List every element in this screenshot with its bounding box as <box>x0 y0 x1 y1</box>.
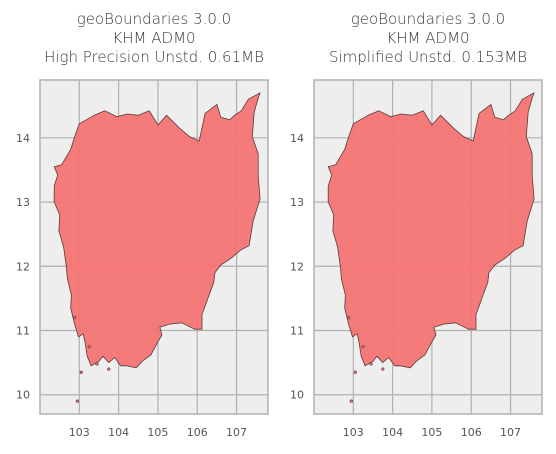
y-tick-label: 13 <box>16 196 30 209</box>
panel-title-high-precision: geoBoundaries 3.0.0 KHM ADM0 High Precis… <box>4 10 304 67</box>
x-tick-label: 105 <box>421 426 442 439</box>
y-tick-label: 14 <box>16 132 30 145</box>
island-marker <box>107 367 111 371</box>
country-polygon-khm <box>327 92 535 369</box>
x-tick-label: 105 <box>147 426 168 439</box>
title-line: geoBoundaries 3.0.0 <box>76 10 232 28</box>
island-marker <box>79 370 83 374</box>
title-line: KHM ADM0 <box>112 29 196 47</box>
title-line: geoBoundaries 3.0.0 <box>350 10 506 28</box>
island-marker <box>75 399 79 403</box>
x-tick-label: 106 <box>187 426 208 439</box>
plot-frame <box>39 79 269 415</box>
island-marker <box>95 362 99 366</box>
x-tick-label: 103 <box>343 426 364 439</box>
island-marker <box>349 399 353 403</box>
x-tick-label: 107 <box>500 426 521 439</box>
title-line: KHM ADM0 <box>386 29 470 47</box>
y-tick-label: 12 <box>16 260 30 273</box>
y-tick-label: 12 <box>290 260 304 273</box>
title-line: High Precision Unstd. 0.61MB <box>44 48 264 66</box>
y-tick-label: 14 <box>290 132 304 145</box>
country-polygon-khm <box>53 92 261 369</box>
y-tick-label: 10 <box>290 389 304 402</box>
x-tick-label: 104 <box>108 426 129 439</box>
map-panel-1: 103 104 105 106 107 14 13 12 11 10 <box>290 79 543 439</box>
title-line: Simplified Unstd. 0.153MB <box>328 48 528 66</box>
island-marker <box>72 316 77 320</box>
x-tick-label: 103 <box>69 426 90 439</box>
plot-frame <box>313 79 543 415</box>
y-tick-label: 11 <box>290 325 304 338</box>
island-marker <box>346 316 351 320</box>
y-tick-label: 11 <box>16 325 30 338</box>
island-marker <box>87 344 91 349</box>
island-marker <box>369 362 373 366</box>
x-tick-label: 107 <box>226 426 247 439</box>
panel-title-simplified: geoBoundaries 3.0.0 KHM ADM0 Simplified … <box>278 10 556 67</box>
x-tick-label: 104 <box>382 426 403 439</box>
map-panel-0: 103 104 105 106 107 14 13 12 11 10 <box>16 79 269 439</box>
y-tick-label: 10 <box>16 389 30 402</box>
island-marker <box>361 344 365 349</box>
x-tick-label: 106 <box>461 426 482 439</box>
island-marker <box>381 367 385 371</box>
y-tick-label: 13 <box>290 196 304 209</box>
island-marker <box>353 370 357 374</box>
